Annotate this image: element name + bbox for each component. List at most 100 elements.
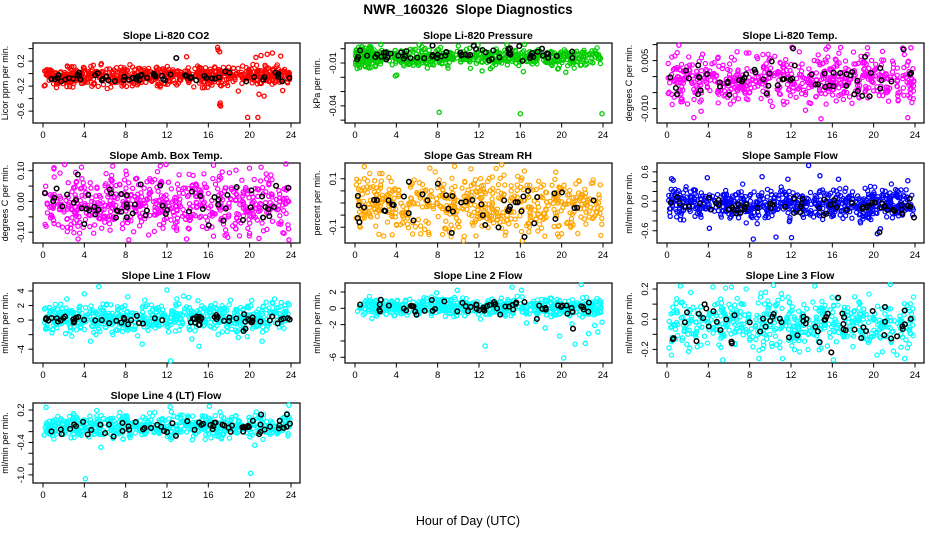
mean-outlier-points	[828, 349, 835, 356]
panel-title: Slope Li-820 Temp.	[743, 30, 838, 42]
svg-text:8: 8	[747, 130, 752, 141]
mean-points	[41, 171, 292, 229]
y-axis-ticks: 0.6 0.0 -0.6	[640, 165, 657, 239]
svg-text:16: 16	[827, 250, 838, 261]
panel-title: Slope Li-820 CO2	[123, 30, 210, 42]
y-axis-label: kPa per min.	[312, 58, 322, 109]
mean-outlier-points	[876, 214, 918, 236]
panel-title: Slope Line 2 Flow	[434, 270, 524, 282]
svg-text:4: 4	[394, 370, 399, 381]
svg-text:24: 24	[910, 130, 921, 141]
svg-text:-0.6: -0.6	[640, 223, 651, 239]
svg-text:8: 8	[123, 250, 128, 261]
svg-text:4: 4	[82, 370, 87, 381]
svg-text:-0.04: -0.04	[328, 95, 339, 117]
svg-text:8: 8	[435, 250, 440, 261]
svg-text:12: 12	[162, 130, 173, 141]
x-axis-ticks: 0 4 8 12 16 20 24	[352, 243, 608, 261]
outlier-points	[668, 162, 911, 242]
svg-text:20: 20	[244, 250, 255, 261]
outlier-points	[677, 281, 908, 363]
svg-text:4: 4	[394, 250, 399, 261]
svg-text:12: 12	[162, 250, 173, 261]
svg-text:24: 24	[598, 130, 609, 141]
svg-text:-0.1: -0.1	[328, 219, 339, 235]
scatter-points	[41, 407, 293, 443]
svg-text:0.2: 0.2	[16, 55, 27, 68]
svg-text:16: 16	[515, 250, 526, 261]
svg-text:4: 4	[82, 130, 87, 141]
mean-outlier-points	[173, 54, 180, 62]
svg-text:16: 16	[515, 130, 526, 141]
figure-title: NWR_160326 Slope Diagnostics	[363, 2, 573, 17]
mean-points	[669, 294, 914, 347]
svg-text:20: 20	[556, 250, 567, 261]
x-axis-ticks: 0 4 8 12 16 20 24	[352, 123, 608, 141]
svg-text:0.00: 0.00	[16, 192, 27, 211]
mean-outlier-points	[283, 411, 290, 418]
svg-text:12: 12	[786, 250, 797, 261]
panel-title: Slope Line 3 Flow	[746, 270, 836, 282]
svg-text:24: 24	[598, 370, 609, 381]
svg-text:20: 20	[244, 370, 255, 381]
svg-text:4: 4	[394, 130, 399, 141]
svg-text:20: 20	[868, 130, 879, 141]
outlier-points	[61, 161, 292, 243]
svg-text:12: 12	[786, 130, 797, 141]
panel-title: Slope Li-820 Pressure	[423, 30, 533, 42]
x-axis-ticks: 0 4 8 12 16 20 24	[40, 243, 296, 261]
y-axis-ticks: 0.20.0-0.2	[640, 282, 657, 358]
svg-text:0: 0	[16, 317, 27, 322]
svg-text:-0.2: -0.2	[16, 78, 27, 94]
svg-text:0.10: 0.10	[16, 161, 27, 180]
panel-slope-li-820-co2: Slope Li-820 CO2 0 4 8 12 16 20 24 0.2 -0.2 -0.6 Li…	[0, 30, 301, 141]
svg-text:4: 4	[16, 288, 27, 293]
y-axis-ticks: 0.1 -0.1	[328, 172, 345, 235]
svg-text:24: 24	[286, 370, 297, 381]
svg-text:12: 12	[474, 250, 485, 261]
svg-text:20: 20	[868, 250, 879, 261]
svg-text:12: 12	[162, 370, 173, 381]
y-axis-ticks: 4 2 0 -4	[16, 288, 33, 353]
mean-points	[42, 311, 293, 328]
mean-outlier-points	[521, 233, 528, 240]
svg-text:0.1: 0.1	[328, 172, 339, 185]
svg-text:0: 0	[328, 306, 339, 311]
svg-text:16: 16	[203, 130, 214, 141]
svg-text:20: 20	[244, 130, 255, 141]
svg-text:16: 16	[203, 250, 214, 261]
svg-text:4: 4	[706, 130, 711, 141]
mean-outlier-points	[790, 45, 907, 53]
scatter-points	[666, 284, 917, 362]
svg-text:0.005: 0.005	[640, 49, 651, 73]
mean-points	[667, 53, 915, 100]
x-axis-ticks: 0 4 8 12 16 20 24	[40, 363, 296, 381]
svg-text:12: 12	[474, 130, 485, 141]
mean-points	[48, 411, 293, 440]
x-axis-ticks: 0 4 8 12 16 20 24	[40, 483, 296, 501]
svg-text:0: 0	[40, 250, 45, 261]
y-axis-label: Licor ppm per min.	[0, 46, 10, 121]
svg-text:-4: -4	[16, 345, 27, 353]
svg-text:0.0: 0.0	[640, 195, 651, 208]
svg-text:0: 0	[664, 250, 669, 261]
svg-text:2: 2	[328, 289, 339, 294]
svg-text:4: 4	[706, 250, 711, 261]
panel-slope-line-3-flow: Slope Line 3 Flow 0 4 8 12 16 20 24 0.20.0-0.2 ml…	[624, 270, 925, 381]
panel-slope-gas-stream-rh: Slope Gas Stream RH 0 4 8 12 16 20 24 0.1 -0.1 per…	[312, 150, 613, 261]
svg-text:0.6: 0.6	[640, 165, 651, 178]
svg-text:16: 16	[203, 370, 214, 381]
svg-text:0: 0	[664, 130, 669, 141]
svg-text:-0.010: -0.010	[640, 95, 651, 122]
x-axis-title: Hour of Day (UTC)	[415, 514, 521, 528]
mean-points	[354, 178, 597, 236]
mean-outlier-points	[533, 315, 577, 332]
panel-slope-line-4-lt-flow: Slope Line 4 (LT) Flow 0 4 8 12 16 20 24 0.2-0.4…	[0, 390, 301, 501]
panel-slope-amb-box-temp: Slope Amb. Box Temp. 0 4 8 12 16 20 24 0.10 0.00 -…	[0, 150, 301, 261]
y-axis-label: degrees C per min.	[624, 45, 634, 122]
svg-text:-0.10: -0.10	[16, 221, 27, 243]
svg-text:0: 0	[40, 370, 45, 381]
scatter-points	[666, 181, 916, 227]
